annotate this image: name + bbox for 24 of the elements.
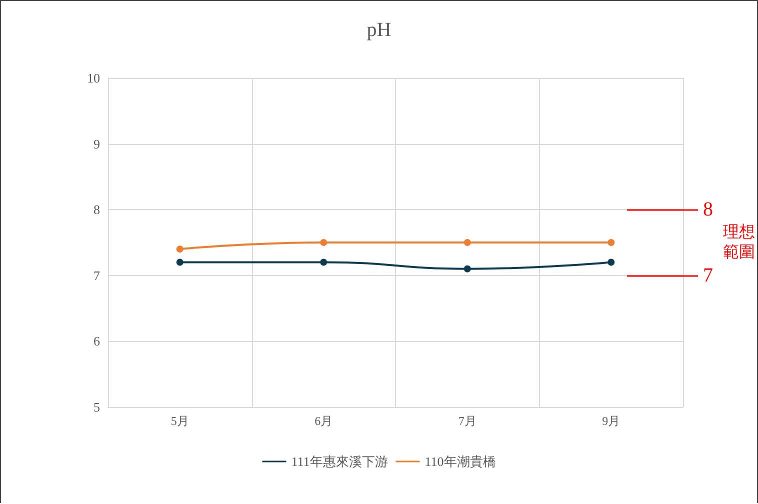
- legend-label: 110年潮貴橋: [424, 454, 496, 469]
- point: [176, 258, 184, 266]
- ref-line-label: 7: [703, 264, 713, 286]
- point: [464, 265, 471, 272]
- y-tick-label: 9: [94, 136, 100, 152]
- y-tick-label: 10: [87, 70, 100, 86]
- y-tick-label: 7: [94, 268, 100, 283]
- x-tick-label: 7月: [458, 414, 476, 428]
- point: [464, 239, 471, 246]
- point: [176, 246, 184, 253]
- chart-title: pH: [366, 19, 392, 41]
- point: [608, 258, 615, 266]
- ref-line-label: 8: [703, 198, 713, 221]
- y-tick-label: 8: [94, 202, 100, 218]
- x-tick-label: 9月: [602, 414, 620, 428]
- text: 理想範圍: [723, 223, 755, 261]
- point: [320, 258, 328, 266]
- point: [608, 239, 615, 246]
- x-tick-label: 5月: [170, 414, 189, 428]
- y-tick-label: 6: [94, 334, 100, 349]
- legend-label: 111年惠來溪下游: [291, 454, 388, 469]
- x-tick-label: 6月: [314, 414, 333, 428]
- y-tick-label: 5: [94, 400, 100, 414]
- point: [320, 239, 328, 246]
